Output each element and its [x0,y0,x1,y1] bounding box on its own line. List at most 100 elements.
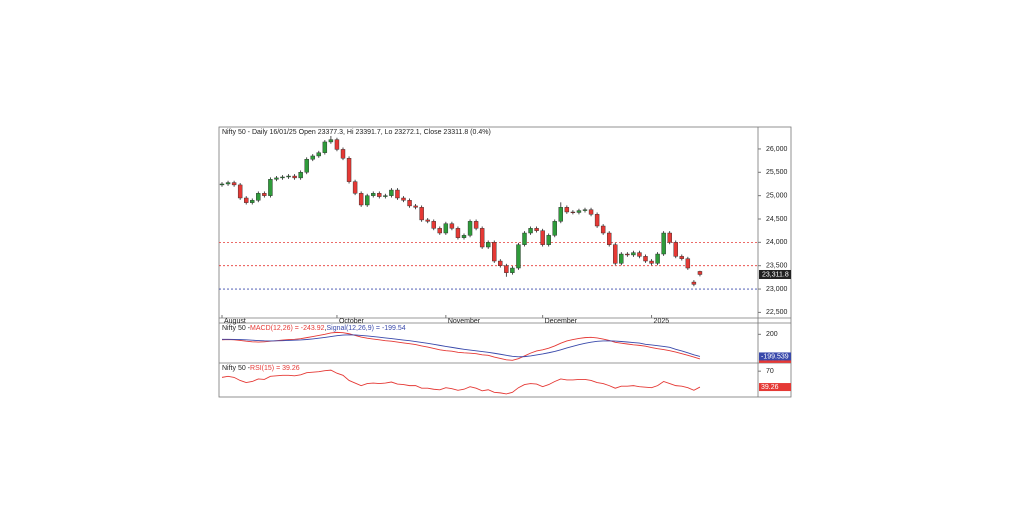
candle-body [328,139,334,143]
candle-body [528,228,533,234]
candle-body [377,193,382,197]
y-tick-label: 24,500 [766,216,788,223]
candle-body [250,200,255,203]
candle-body [667,232,672,243]
candle-body [274,177,279,180]
candle-body [516,244,521,269]
candle-body [498,260,503,266]
candle-body [479,228,485,248]
y-tick-label: 24,000 [766,239,788,246]
candle-body [268,179,273,196]
candle-body [570,211,576,213]
frame [218,126,792,398]
candle-body [419,207,424,221]
candle-body [322,141,328,153]
series-line [222,334,701,358]
x-tick-label: October [339,318,365,325]
candle-body [383,195,388,197]
candle-body [298,172,303,179]
candle-body [697,271,703,275]
candle-body [685,258,691,269]
y-tick-label: 200 [766,331,778,338]
candle-body [352,181,358,194]
chart-title: Nifty 50 - Daily 16/01/25 Open 23377.3, … [222,129,491,136]
x-tick-label: August [224,318,246,325]
candle-body [449,223,455,229]
candle-body [334,139,340,150]
candle-body [691,281,697,285]
candle-body [588,209,594,215]
candle-body [413,205,418,208]
candle-body [534,228,539,231]
panel-title: MACD(12,26) = -243.92 [250,325,325,332]
value-badge [759,383,791,392]
candle-body [310,155,315,160]
candle-body [607,232,612,245]
candle-body [594,214,600,227]
candle-body [346,158,352,182]
candle-body [455,228,461,238]
value-badge [759,352,791,361]
candle-body [649,260,654,264]
candle-body [365,195,370,206]
y-tick-label: 26,000 [766,146,788,153]
value-badge-label: -199.539 [761,353,789,360]
candle-body [461,235,467,238]
candle-body [467,221,473,236]
candle-body [540,230,545,245]
y-tick-label: 25,000 [766,192,788,199]
candle-body [661,232,666,255]
candle-body [679,256,684,259]
candle-body [473,221,479,229]
candle-body [631,252,636,256]
candle-body [576,210,582,213]
y-tick-label: 70 [766,368,774,375]
series-line [221,331,701,361]
candle-body [625,253,630,256]
panel-title: , [325,325,327,332]
panel-title: RSI(15) = 39.26 [250,365,300,372]
candle-body [256,193,261,201]
candle-body [358,193,364,206]
candle-body [486,242,491,248]
last-price-label: 23,311.8 [762,271,789,278]
candle-body [600,225,606,234]
candle-body [552,221,557,236]
y-tick-label: 23,000 [766,286,788,293]
candle-body [371,193,376,196]
candle-body [237,184,243,199]
candle-body [340,149,346,159]
candle-body [582,209,588,211]
candle-body [643,256,648,262]
candle-body [219,183,225,186]
candle-body [243,197,249,203]
candle-body [510,267,515,273]
candle-body [316,152,321,157]
panel-title: Nifty 50 - [222,365,251,372]
candle-body [619,253,624,264]
candle-body [225,182,231,185]
series-line [221,369,701,395]
candle-body [395,189,400,199]
y-tick-label: 25,500 [766,169,788,176]
value-badge-label: 39.26 [761,384,779,391]
candle-body [443,223,449,234]
candle-body [655,253,660,264]
candle-body [437,228,442,234]
panel-title: Signal(12,26,9) = -199.54 [326,325,405,332]
candle-body [673,242,678,257]
candle-body [492,242,497,262]
candle-body [231,182,237,186]
x-tick-label: 2025 [654,318,670,325]
panel-title: Nifty 50 - [222,325,251,332]
candle-body [292,175,297,179]
x-tick-label: December [545,318,578,325]
candle-body [558,207,563,222]
last-price-badge [759,269,791,279]
candle-body [407,200,412,207]
candle-body [304,159,309,173]
candle-body [522,232,527,245]
candle-body [389,189,394,196]
x-tick-label: November [448,318,481,325]
